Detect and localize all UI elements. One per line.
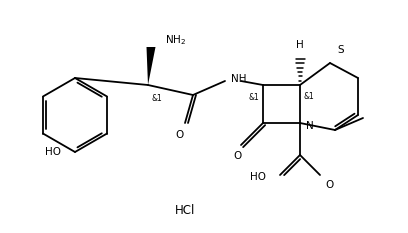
Text: S: S [337,45,344,55]
Text: &1: &1 [248,93,259,102]
Text: &1: &1 [304,92,315,101]
Text: O: O [233,151,241,161]
Text: O: O [176,130,184,140]
Text: HO: HO [250,172,266,182]
Text: NH: NH [231,74,246,84]
Text: O: O [325,180,333,190]
Text: HCl: HCl [175,205,195,217]
Text: N: N [306,121,314,131]
Text: H: H [296,40,304,50]
Text: &1: &1 [152,94,163,103]
Text: NH$_2$: NH$_2$ [165,33,186,47]
Polygon shape [146,47,155,85]
Text: HO: HO [45,147,61,157]
